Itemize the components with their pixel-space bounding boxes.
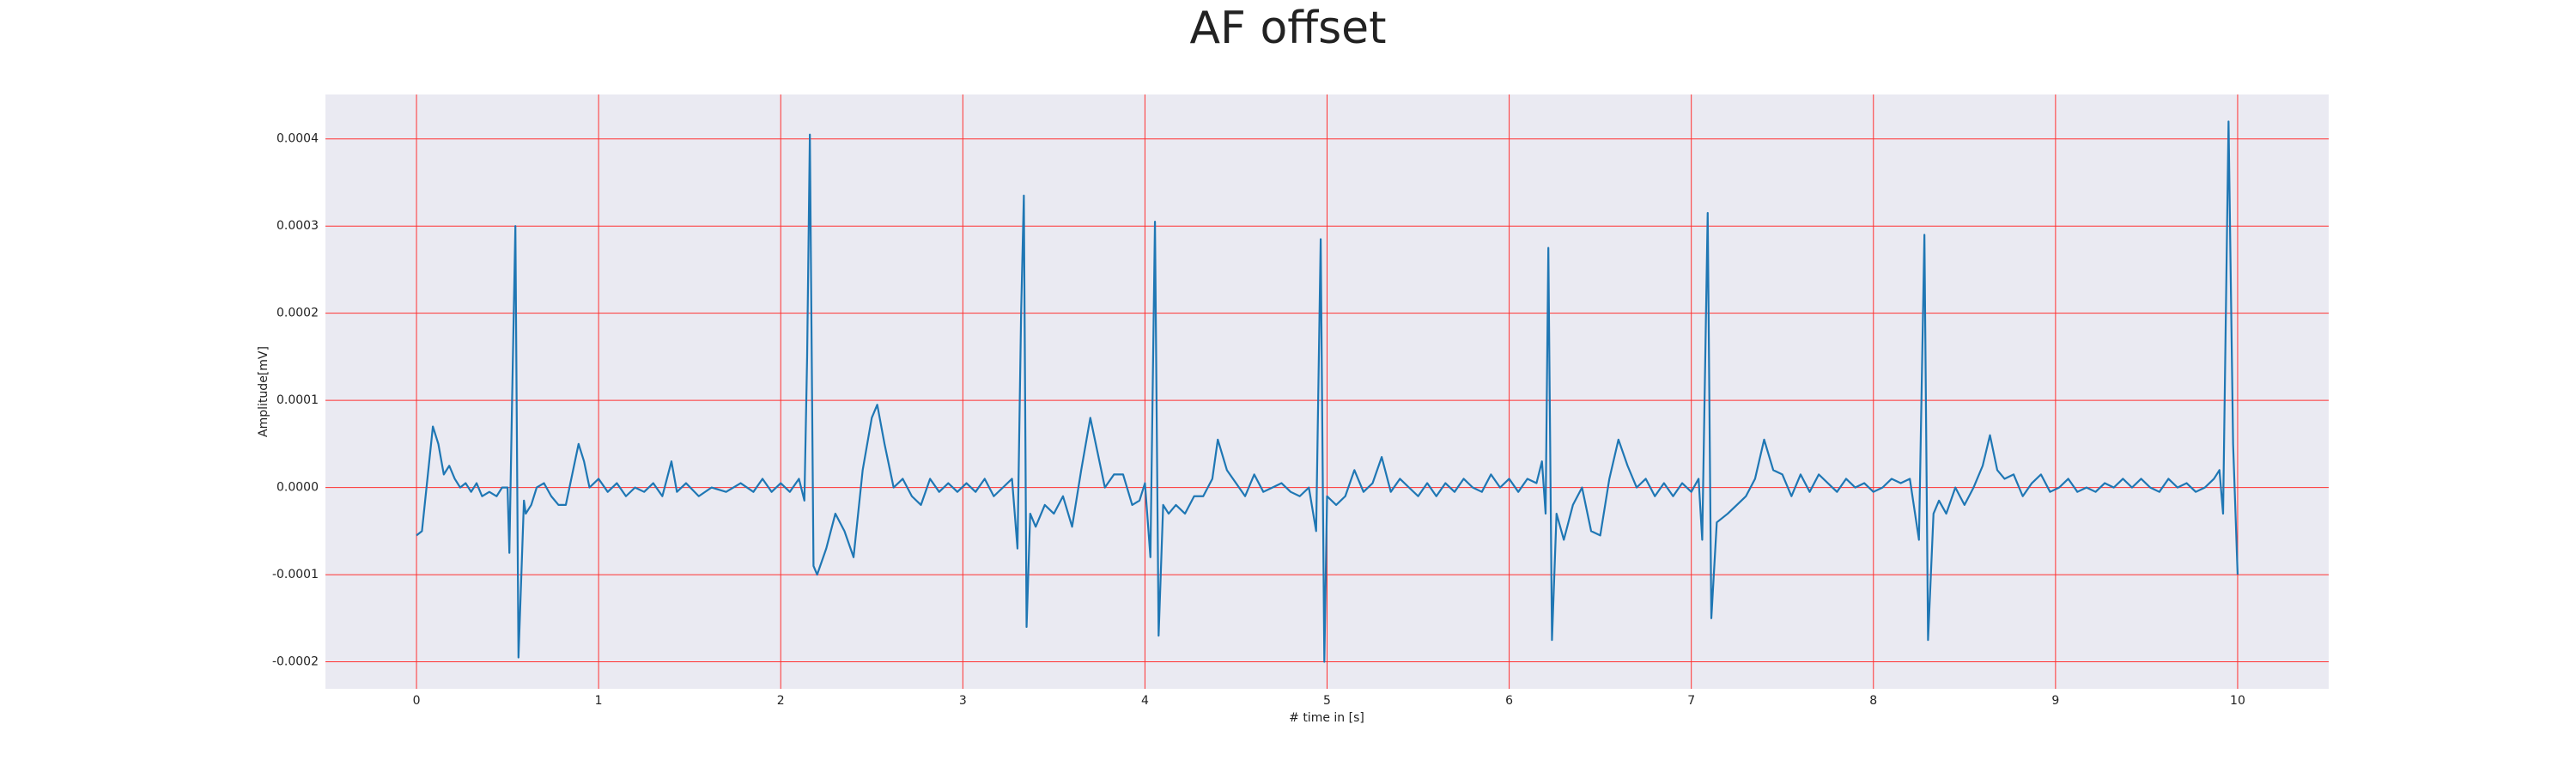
y-tick-label: -0.0002 — [272, 655, 319, 669]
y-tick-label: -0.0001 — [272, 568, 319, 581]
chart-title: AF offset — [1189, 3, 1386, 54]
y-tick-label: 0.0000 — [276, 481, 319, 495]
grid — [325, 94, 2329, 689]
x-tick-label: 10 — [2230, 694, 2245, 708]
y-tick-label: 0.0001 — [276, 393, 319, 407]
y-axis-label: Amplitude[mV] — [257, 346, 270, 437]
x-tick-label: 9 — [2051, 694, 2059, 708]
x-tick-label: 7 — [1687, 694, 1695, 708]
x-tick-label: 4 — [1141, 694, 1149, 708]
x-tick-label: 6 — [1505, 694, 1513, 708]
y-tick-label: 0.0004 — [276, 132, 319, 146]
ecg-line — [416, 120, 2239, 663]
y-tick-label: 0.0003 — [276, 219, 319, 233]
x-tick-label: 5 — [1323, 694, 1331, 708]
x-tick-label: 3 — [959, 694, 967, 708]
y-tick-label: 0.0002 — [276, 307, 319, 320]
x-tick-label: 2 — [777, 694, 785, 708]
plot — [416, 120, 2239, 663]
x-tick-label: 8 — [1869, 694, 1877, 708]
x-tick-label: 0 — [413, 694, 421, 708]
x-axis-label: # time in [s] — [1289, 711, 1364, 725]
x-tick-label: 1 — [595, 694, 603, 708]
